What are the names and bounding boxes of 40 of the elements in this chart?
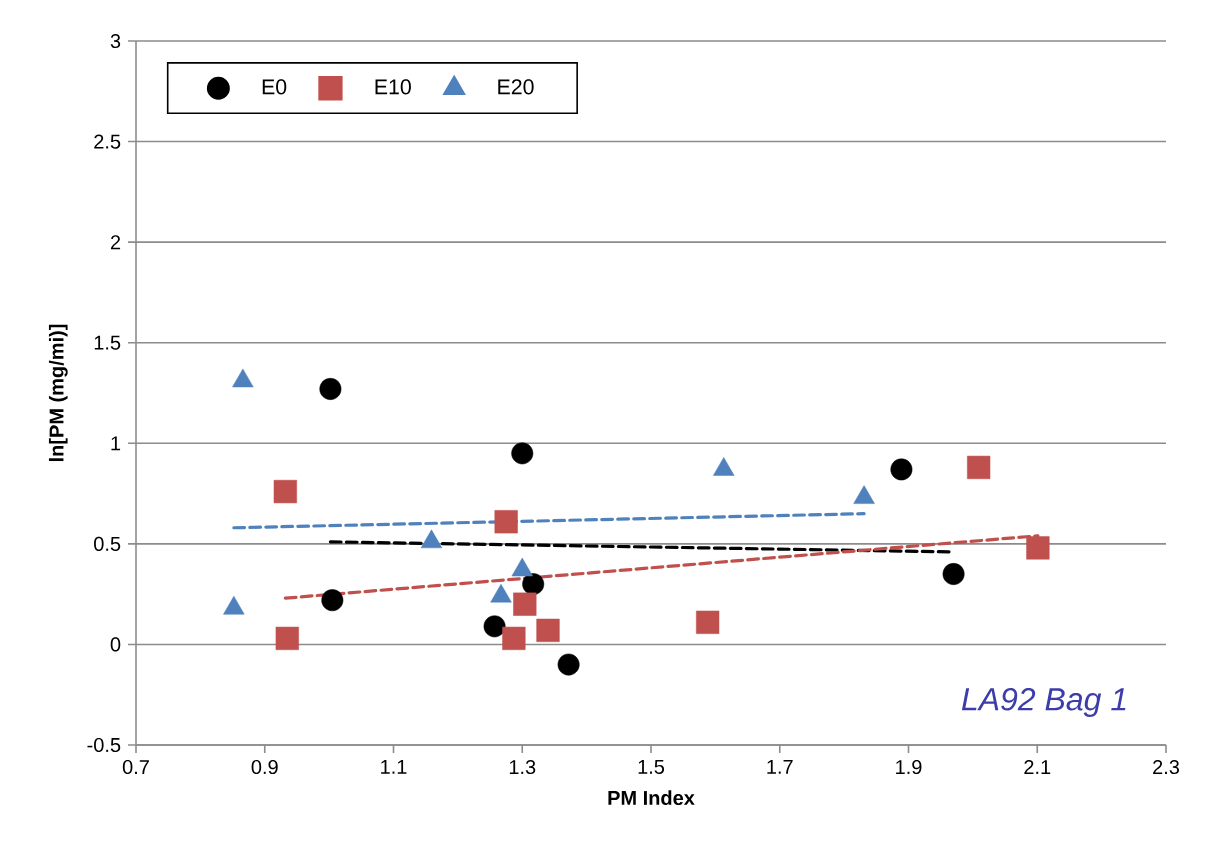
x-tick-label: 1.9: [896, 759, 922, 775]
legend-label: E20: [498, 79, 534, 95]
annotation: LA92 Bag 1: [961, 687, 1126, 717]
point: [696, 610, 720, 634]
legend-label: E10: [375, 79, 411, 95]
x-axis-title: PM Index: [608, 790, 695, 806]
point: [890, 458, 913, 481]
y-tick-label: 3: [110, 33, 121, 49]
point: [319, 378, 342, 400]
point: [511, 442, 534, 465]
point: [275, 626, 299, 650]
legend-label: E0: [262, 79, 287, 95]
point: [536, 618, 560, 642]
x-tick-label: 1.7: [767, 759, 793, 774]
point: [942, 563, 965, 585]
point: [502, 626, 526, 650]
y-axis-title: ln[PM (mg/mi)]: [48, 324, 68, 462]
point: [513, 592, 537, 616]
y-tick-label: 1.5: [94, 335, 121, 350]
x-tick-label: 1.3: [509, 759, 536, 775]
point: [1026, 536, 1050, 560]
point: [321, 589, 344, 612]
point: [557, 653, 580, 676]
y-tick-label: 1: [111, 436, 121, 451]
x-tick-label: 1.5: [638, 759, 665, 774]
y-tick-label: 2.5: [94, 134, 121, 149]
point: [967, 455, 991, 480]
point: [494, 510, 518, 534]
y-tick-label: 0.5: [94, 536, 121, 551]
x-tick-label: 2.1: [1024, 759, 1051, 774]
x-tick-label: 1.1: [381, 759, 407, 774]
y-tick-label: 0: [110, 637, 121, 652]
x-tick-label: 2.3: [1153, 759, 1180, 775]
point: [273, 479, 297, 504]
y-tick-label: 2: [110, 235, 121, 250]
point: [522, 573, 545, 596]
point: [483, 615, 506, 638]
y-tick-label: -0.5: [87, 737, 121, 753]
x-tick-label: 0.7: [122, 759, 149, 775]
x-tick-label: 0.9: [251, 759, 278, 775]
